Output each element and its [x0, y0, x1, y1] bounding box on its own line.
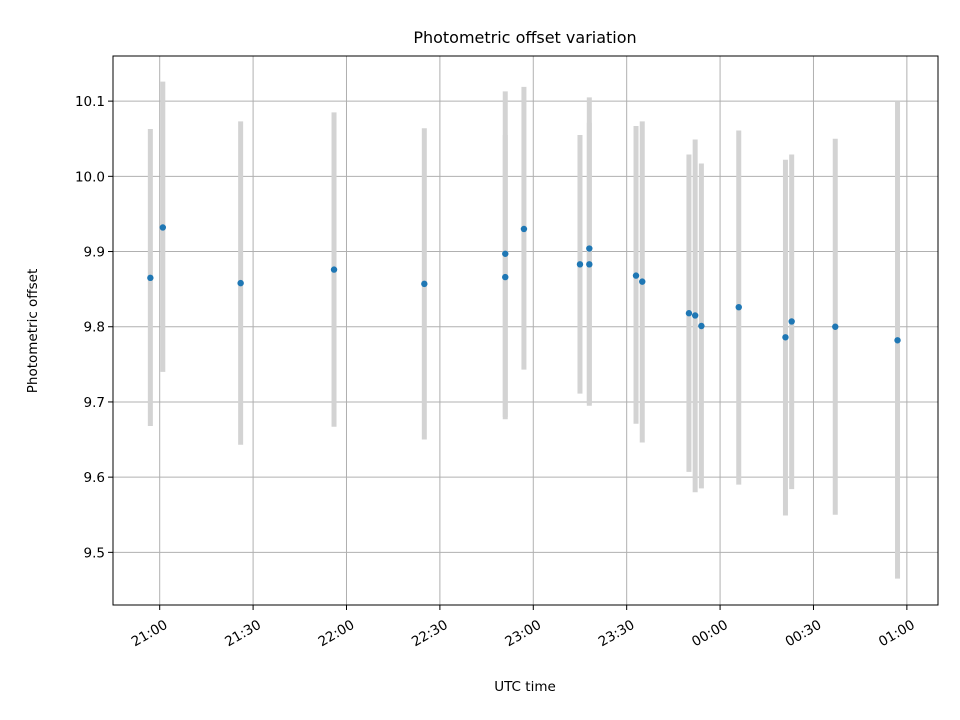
data-point	[330, 266, 338, 273]
data-point	[421, 280, 428, 288]
y-axis-label: Photometric offset	[25, 269, 41, 393]
data-point	[698, 322, 705, 330]
y-tick-label: 10.1	[75, 94, 105, 110]
data-point	[586, 245, 593, 252]
y-axis-ticks: 9.5 9.6 9.7 9.8 9.9 10.0 10.1	[75, 94, 113, 561]
chart-title: Photometric offset variation	[413, 28, 636, 47]
data-point	[632, 272, 640, 279]
y-tick-label: 9.7	[84, 395, 105, 411]
data-point	[520, 225, 528, 233]
y-tick-label: 9.5	[84, 545, 105, 561]
data-point	[159, 224, 167, 231]
y-tick-label: 9.6	[84, 470, 105, 486]
data-point	[735, 303, 742, 311]
y-tick-label: 9.8	[84, 320, 105, 336]
data-point	[639, 278, 646, 285]
data-point	[502, 250, 509, 257]
data-point	[894, 337, 901, 344]
data-point	[691, 312, 699, 319]
data-point	[586, 261, 593, 268]
data-points	[147, 224, 901, 344]
plot-frame	[112, 55, 939, 606]
data-point	[502, 273, 509, 281]
data-point	[832, 323, 839, 330]
data-point	[237, 279, 244, 287]
y-tick-label: 10.0	[75, 169, 105, 185]
data-point	[685, 310, 693, 317]
data-point	[782, 334, 789, 341]
data-point	[788, 318, 795, 325]
y-tick-label: 9.9	[84, 245, 105, 261]
data-point	[147, 274, 154, 282]
data-point	[576, 261, 584, 268]
x-axis-label: UTC time	[494, 679, 556, 695]
